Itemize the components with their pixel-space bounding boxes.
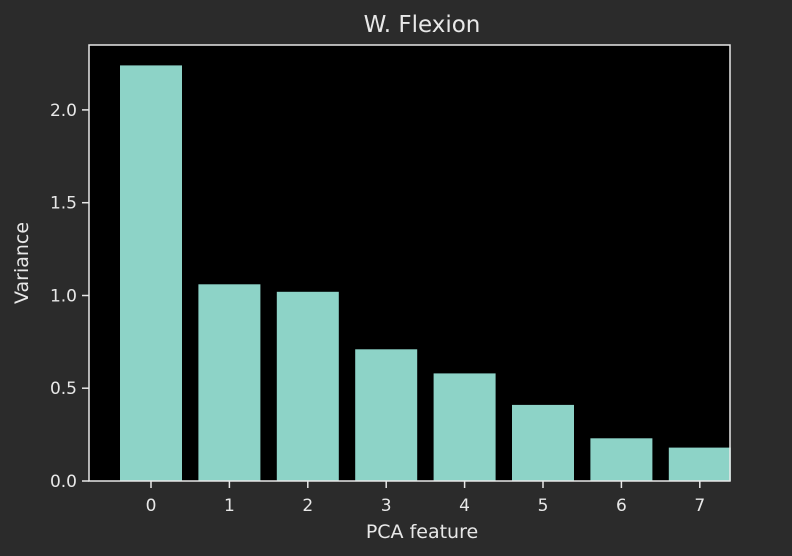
x-axis-label: PCA feature xyxy=(366,521,478,543)
x-tick-label-0: 0 xyxy=(146,496,157,516)
bar-0 xyxy=(120,65,182,482)
x-axis: 0 1 2 3 4 5 6 7 xyxy=(146,481,705,516)
chart-title: W. Flexion xyxy=(364,12,481,38)
y-tick-label: 1.5 xyxy=(50,194,77,214)
x-tick-label-1: 1 xyxy=(224,496,235,516)
x-tick-label-7: 7 xyxy=(694,496,705,516)
y-tick-label: 2.0 xyxy=(50,101,77,121)
y-axis-label: Variance xyxy=(11,222,33,304)
x-tick-label-6: 6 xyxy=(616,496,627,516)
bar-5 xyxy=(512,404,574,481)
plot-frame xyxy=(88,44,731,482)
bar-1 xyxy=(198,284,261,481)
x-tick-label-3: 3 xyxy=(381,496,392,516)
y-tick-label: 0.0 xyxy=(50,472,77,492)
x-tick-label-2: 2 xyxy=(302,496,313,516)
bars-group xyxy=(120,65,731,482)
bar-7 xyxy=(668,447,731,481)
x-tick-label-5: 5 xyxy=(538,496,549,516)
bar-6 xyxy=(590,438,653,481)
bar-2 xyxy=(276,291,339,481)
y-axis: 0.0 0.5 1.0 1.5 2.0 xyxy=(50,101,89,492)
y-tick-label: 0.5 xyxy=(50,379,77,399)
bar-3 xyxy=(355,349,418,481)
y-tick-label: 1.0 xyxy=(50,287,77,307)
bar-4 xyxy=(433,373,496,481)
x-tick-label-4: 4 xyxy=(459,496,470,516)
